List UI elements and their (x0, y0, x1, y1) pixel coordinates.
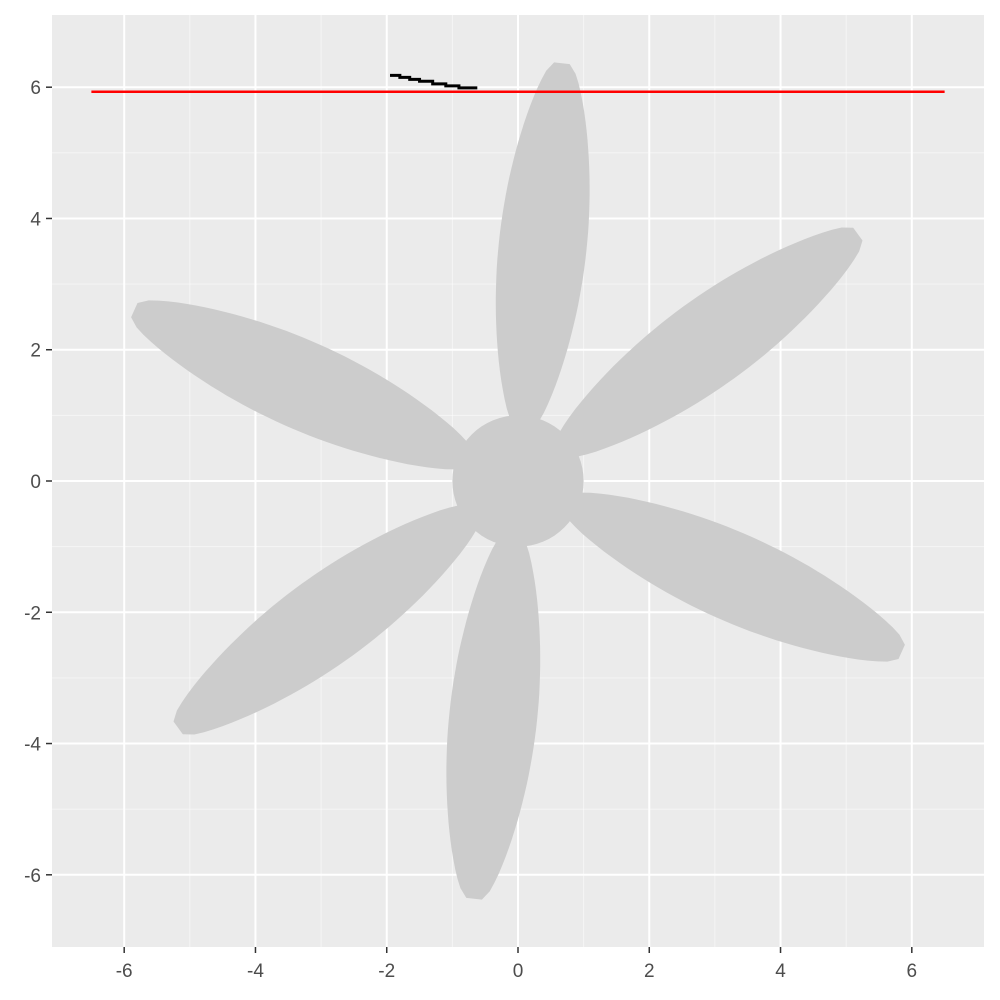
y-tick-label: 0 (30, 472, 41, 493)
propeller-hub (452, 415, 584, 547)
y-tick-label: -4 (24, 735, 41, 756)
y-tick-label: 2 (30, 341, 41, 362)
blade (446, 532, 541, 900)
blade (495, 62, 590, 430)
blade (173, 505, 481, 735)
y-tick-label: -6 (24, 866, 41, 887)
x-tick-label: 0 (513, 961, 524, 982)
blade (555, 227, 863, 457)
blade (562, 492, 905, 662)
x-tick-label: -2 (378, 961, 395, 982)
y-tick-label: -2 (24, 603, 41, 624)
y-tick-label: 6 (30, 78, 41, 99)
x-tick-label: -4 (247, 961, 264, 982)
blade (131, 300, 474, 470)
x-axis-ticks: -6 -4 -2 0 2 4 6 (116, 947, 917, 982)
y-tick-label: 4 (30, 209, 41, 230)
y-axis-ticks: -6 -4 -2 0 2 4 6 (24, 78, 52, 887)
x-tick-label: 2 (644, 961, 655, 982)
propeller-blades (131, 62, 905, 900)
x-tick-label: 6 (907, 961, 918, 982)
x-tick-label: 4 (775, 961, 786, 982)
x-tick-label: -6 (116, 961, 133, 982)
step-line (390, 73, 478, 90)
